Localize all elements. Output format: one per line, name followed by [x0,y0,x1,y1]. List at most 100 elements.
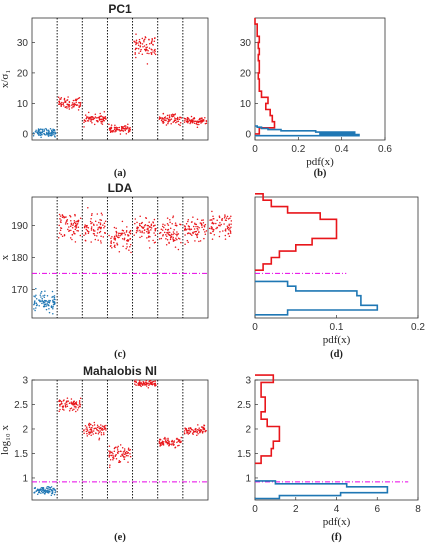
data-point [139,42,142,45]
data-point [64,223,67,225]
data-point [151,37,153,40]
data-point [176,441,178,444]
data-point [40,490,43,493]
data-point [203,424,205,426]
data-point [101,121,104,123]
panel-label-f: (f) [331,532,342,543]
data-point [108,452,111,454]
data-point [104,232,106,234]
data-point [176,224,178,227]
data-point [146,63,149,65]
data-point [47,135,50,137]
data-point [62,102,65,104]
data-point [140,48,142,51]
data-point [140,225,143,228]
data-point [72,99,75,102]
data-point [187,228,189,230]
data-point [94,234,96,237]
data-point [158,116,161,118]
data-point [177,248,180,251]
data-point [117,445,119,448]
data-point [144,383,147,386]
data-point [85,426,88,428]
data-point [40,296,42,298]
data-point [190,119,193,121]
data-point [98,437,101,440]
y-axis-label-c: x [0,254,11,260]
data-point [85,430,88,433]
data-point [189,430,191,433]
data-point [50,134,53,137]
data-point [111,247,113,249]
data-point [160,237,163,240]
data-point [177,445,179,447]
data-point [201,224,203,227]
data-point [98,119,101,121]
data-point [213,222,215,225]
data-point [84,225,86,228]
data-point [146,46,148,48]
data-point [158,440,161,443]
data-point [169,221,171,224]
y-tick-label: 10 [240,99,252,110]
data-point [185,222,188,225]
data-point [200,429,202,431]
data-point [52,312,54,315]
data-point [169,219,171,221]
data-point [115,230,117,233]
data-point [79,217,82,219]
data-point [191,429,194,431]
data-point [165,438,167,440]
data-point [74,225,76,228]
data-point [75,227,78,229]
data-point [161,225,164,228]
data-point [34,296,36,298]
data-point [224,215,226,218]
data-point [113,226,116,229]
data-point [184,427,186,429]
data-point [201,219,203,222]
data-point [121,126,124,129]
data-point [122,451,125,453]
data-point [77,219,80,222]
data-point [98,426,100,428]
data-point [129,448,132,451]
data-point [154,48,156,51]
data-point [118,126,121,129]
data-point [127,451,129,454]
data-point [170,118,173,120]
data-point [43,128,45,131]
data-point [118,250,121,253]
data-point [167,231,169,234]
data-point [48,304,50,307]
data-point [175,237,177,240]
data-point [127,447,130,450]
data-point [52,300,54,303]
data-point [202,118,205,121]
data-point [96,232,99,234]
data-point [141,231,143,234]
data-point [154,50,156,53]
data-point [198,427,200,429]
data-point [60,221,62,224]
data-point [135,231,138,234]
scatter-points-a [32,33,208,138]
data-point [189,233,192,235]
data-point [61,235,64,238]
data-point [158,442,161,445]
x-tick-label: 8 [415,504,421,515]
data-point [147,224,150,227]
data-point [77,226,80,229]
data-point [126,452,128,455]
data-point [91,213,93,215]
data-point [148,230,150,232]
data-point [205,120,208,122]
data-point [69,215,72,218]
data-point [120,450,122,453]
data-point [136,228,139,230]
data-point [40,134,42,136]
scatter-points-e [33,379,207,497]
data-point [104,220,107,222]
data-point [110,454,112,457]
